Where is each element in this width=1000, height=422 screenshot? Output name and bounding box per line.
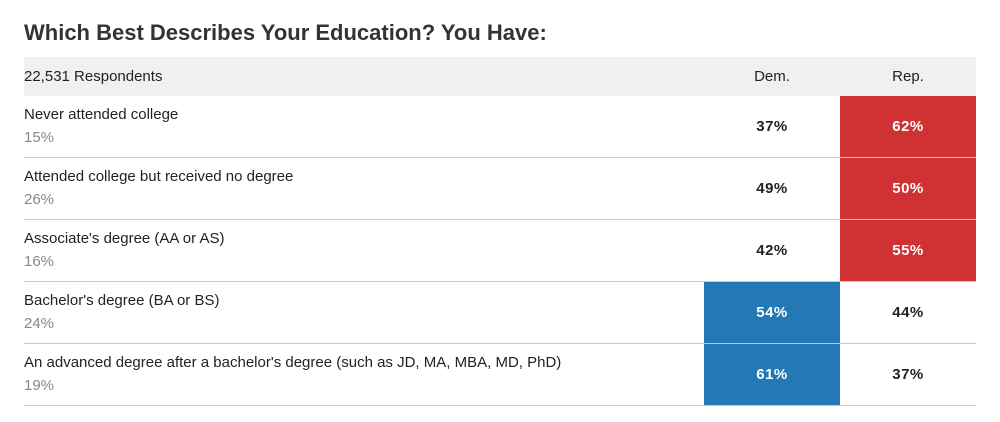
table-row: Never attended college 15% 37% 62% <box>24 96 976 158</box>
row-label: Never attended college <box>24 106 179 123</box>
table-row: Bachelor's degree (BA or BS) 24% 54% 44% <box>24 282 976 344</box>
rep-value-cell: 50% <box>840 158 976 219</box>
rep-value-cell: 37% <box>892 366 924 383</box>
row-label: Attended college but received no degree <box>24 168 294 185</box>
table-body: Never attended college 15% 37% 62% Attended … <box>24 96 976 406</box>
row-label: An advanced degree after a bachelor's de… <box>24 354 562 371</box>
dem-value-cell: 37% <box>756 118 788 135</box>
row-share: 26% <box>24 191 55 208</box>
table-header: 22,531 Respondents Dem. Rep. <box>24 57 976 96</box>
table-row: An advanced degree after a bachelor's de… <box>24 344 976 406</box>
column-header-dem: Dem. <box>754 68 790 85</box>
row-share: 19% <box>24 377 55 394</box>
chart-title: Which Best Describes Your Education? You… <box>24 20 547 45</box>
column-header-rep: Rep. <box>892 68 924 85</box>
row-share: 15% <box>24 129 55 146</box>
rep-value-cell: 55% <box>840 220 976 281</box>
row-share: 16% <box>24 253 55 270</box>
rep-value-cell: 62% <box>840 96 976 157</box>
table-row: Associate's degree (AA or AS) 16% 42% 55% <box>24 220 976 282</box>
row-label: Bachelor's degree (BA or BS) <box>24 292 220 309</box>
respondents-count: 22,531 Respondents <box>24 68 163 85</box>
dem-value-cell: 49% <box>756 180 788 197</box>
rep-value-cell: 44% <box>892 304 924 321</box>
row-share: 24% <box>24 315 55 332</box>
dem-value-cell: 61% <box>704 344 840 405</box>
dem-value-cell: 54% <box>704 282 840 343</box>
table-row: Attended college but received no degree 2… <box>24 158 976 220</box>
row-label: Associate's degree (AA or AS) <box>24 230 225 247</box>
dem-value-cell: 42% <box>756 242 788 259</box>
